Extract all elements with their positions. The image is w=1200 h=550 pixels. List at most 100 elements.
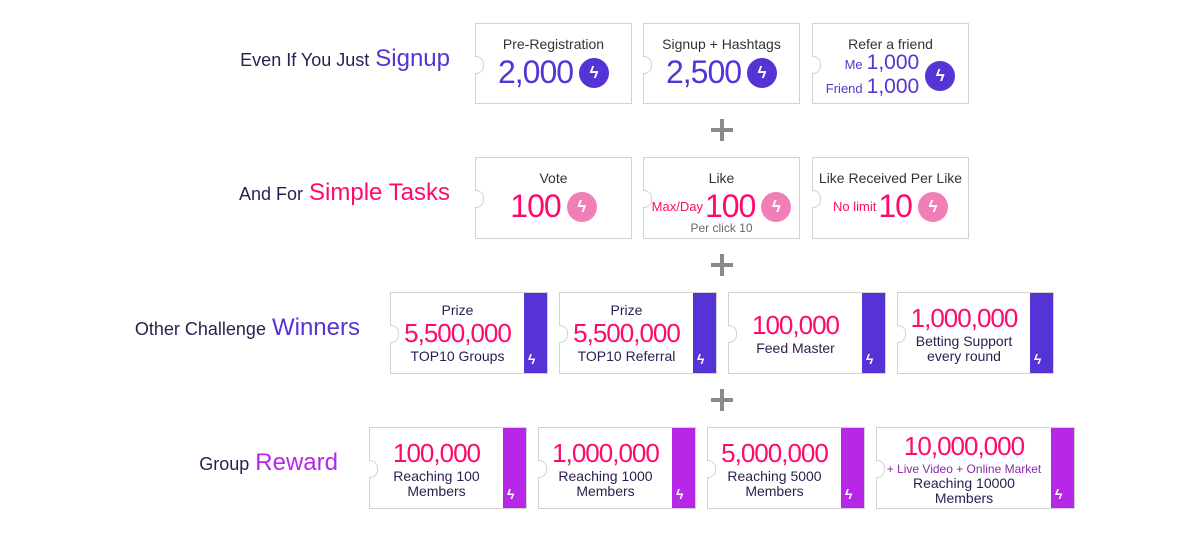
card-stripe: ϟ: [524, 293, 547, 373]
card-title: Prize: [610, 301, 643, 318]
card-desc: Reaching 1000 Members: [558, 467, 653, 499]
card-body: 100,000 Reaching 100 Members: [370, 428, 503, 508]
me-line: Me 1,000: [826, 51, 920, 76]
ticket-notch: [643, 55, 652, 74]
reward-card: ϟ 100,000 Reaching 100 Members: [369, 427, 527, 509]
reward-card: ϟ 10,000,000 + Live Video + Online Market R…: [876, 427, 1075, 509]
card-value: 5,500,000: [573, 317, 681, 348]
card-value: 1,000,000: [910, 302, 1019, 333]
card-stripe: ϟ: [1030, 293, 1053, 373]
bolt-icon: ϟ: [528, 351, 536, 367]
card-value-line: 2,000 ϟ: [476, 54, 631, 91]
row-label: And For Simple Tasks: [239, 179, 450, 207]
bolt-icon: ϟ: [697, 351, 705, 367]
ticket-notch: [475, 55, 484, 74]
card-body: Prize 5,500,000 TOP10 Groups: [391, 293, 524, 373]
card-desc: Betting Support every round: [915, 332, 1013, 364]
card-value-line: 100 ϟ: [476, 188, 631, 225]
row-label: Even If You Just Signup: [240, 45, 450, 73]
card-desc: Reaching 10000 Members: [913, 474, 1015, 506]
friend-line: Friend 1,000: [826, 76, 919, 100]
signup-card: Refer a friend Me 1,000 Friend 1,000 ϟ: [812, 23, 969, 104]
card-body: 10,000,000 + Live Video + Online Market Re…: [877, 428, 1051, 508]
plus-icon: [711, 389, 733, 411]
card-value-prefix: No limit: [833, 199, 877, 214]
bolt-icon: ϟ: [676, 486, 684, 502]
bolt-icon: ϟ: [1034, 351, 1042, 367]
card-body: 1,000,000 Reaching 1000 Members: [539, 428, 672, 508]
bolt-coin-icon: ϟ: [761, 191, 792, 222]
winner-card: ϟ Prize 5,500,000 TOP10 Groups: [390, 292, 548, 374]
signup-card: Pre-Registration 2,000 ϟ: [475, 23, 632, 104]
winner-card: ϟ Prize 5,500,000 TOP10 Referral: [559, 292, 717, 374]
row-label-text: Group: [199, 454, 250, 474]
card-value: 2,000: [497, 54, 574, 90]
card-value: 100: [704, 188, 756, 224]
card-desc: TOP10 Groups: [410, 347, 505, 364]
card-title: Refer a friend: [848, 36, 933, 52]
card-title: Like: [708, 170, 735, 186]
row-label-highlight: Simple Tasks: [309, 179, 450, 206]
reward-card: ϟ 1,000,000 Reaching 1000 Members: [538, 427, 696, 509]
friend-label: Friend: [825, 81, 863, 96]
card-value: 10: [878, 188, 913, 224]
task-card: Vote 100 ϟ: [475, 157, 632, 239]
row-label-highlight: Reward: [255, 449, 338, 476]
card-value-line: 2,500 ϟ: [644, 54, 799, 91]
card-title: Pre-Registration: [502, 36, 605, 52]
plus-icon: [711, 254, 733, 276]
card-value-line: Me 1,000 Friend 1,000 ϟ: [813, 52, 968, 100]
card-value: 100,000: [393, 437, 481, 468]
row-label-highlight: Signup: [375, 45, 450, 72]
me-value: 1,000: [866, 51, 920, 74]
ticket-notch: [812, 55, 821, 74]
card-stripe: ϟ: [503, 428, 526, 508]
bolt-icon: ϟ: [866, 351, 874, 367]
card-desc: Reaching 100 Members: [393, 467, 480, 499]
task-card: Like Max/Day 100 ϟ Per click 10: [643, 157, 800, 239]
card-stripe: ϟ: [672, 428, 695, 508]
card-value-prefix: Max/Day: [651, 199, 703, 214]
card-desc: TOP10 Referral: [577, 347, 676, 364]
card-desc: Feed Master: [756, 340, 835, 356]
row-label: Group Reward: [199, 449, 338, 477]
row-label-text: And For: [239, 184, 304, 204]
card-body: Prize 5,500,000 TOP10 Referral: [560, 293, 693, 373]
card-stripe: ϟ: [693, 293, 716, 373]
card-title: Like Received Per Like: [818, 170, 963, 186]
card-value: 2,500: [665, 54, 742, 90]
card-value: 100,000: [752, 310, 840, 340]
bolt-coin-icon: ϟ: [917, 191, 948, 222]
friend-value: 1,000: [866, 75, 920, 98]
card-body: 100,000 Feed Master: [729, 293, 862, 373]
bolt-icon: ϟ: [1055, 486, 1063, 502]
row-label: Other Challenge Winners: [135, 314, 360, 342]
row-label-text: Even If You Just: [240, 50, 370, 70]
bolt-coin-icon: ϟ: [566, 191, 597, 222]
card-value: 5,000,000: [721, 437, 829, 468]
card-value: 5,500,000: [404, 317, 512, 348]
bolt-coin-icon: ϟ: [579, 57, 610, 88]
card-title: Signup + Hashtags: [662, 36, 781, 52]
bolt-coin-icon: ϟ: [747, 57, 778, 88]
card-title: Vote: [539, 170, 568, 186]
card-stripe: ϟ: [862, 293, 885, 373]
card-desc: Reaching 5000 Members: [727, 467, 822, 499]
bolt-coin-icon: ϟ: [925, 61, 956, 91]
signup-card: Signup + Hashtags 2,500 ϟ: [643, 23, 800, 104]
bolt-icon: ϟ: [507, 486, 515, 502]
card-value: 1,000,000: [552, 437, 660, 468]
plus-icon: [711, 119, 733, 141]
winner-card: ϟ 100,000 Feed Master: [728, 292, 886, 374]
row-label-text: Other Challenge: [134, 319, 266, 339]
referral-values: Me 1,000 Friend 1,000: [826, 52, 919, 100]
reward-card: ϟ 5,000,000 Reaching 5000 Members: [707, 427, 865, 509]
card-value-line: No limit 10 ϟ: [813, 188, 968, 225]
me-label: Me: [844, 57, 863, 72]
card-body: 5,000,000 Reaching 5000 Members: [708, 428, 841, 508]
card-title: Prize: [441, 301, 474, 318]
task-card: Like Received Per Like No limit 10 ϟ: [812, 157, 969, 239]
winner-card: ϟ 1,000,000 Betting Support every round: [897, 292, 1054, 374]
card-stripe: ϟ: [1051, 428, 1074, 508]
row-label-highlight: Winners: [271, 314, 360, 341]
